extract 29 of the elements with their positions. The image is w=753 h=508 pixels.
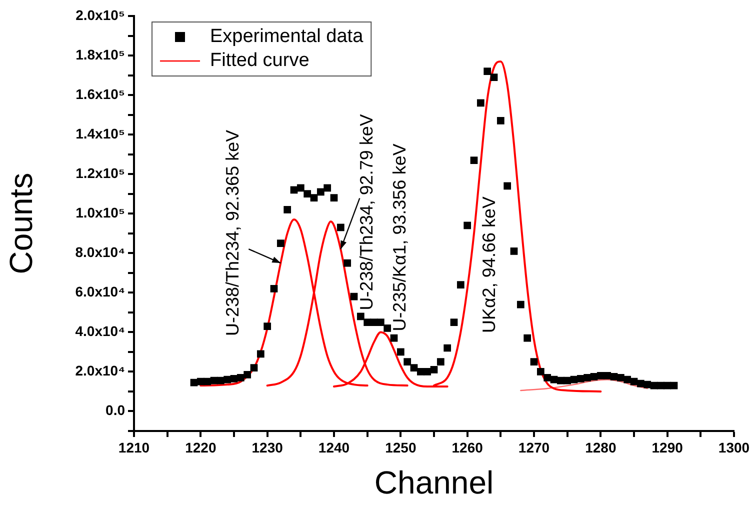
annotation: UKα2, 94.66 keV: [478, 196, 499, 333]
x-tick-label: 1230: [252, 439, 284, 456]
x-axis-title: Channel: [374, 464, 494, 501]
y-tick-label: 1.4x10⁵: [76, 125, 125, 142]
y-tick-label: 1.0x10⁵: [76, 204, 125, 220]
legend-label: Experimental data: [210, 26, 364, 48]
y-tick-label: 4.0x10⁴: [75, 323, 126, 340]
annotation: U-235/Kα1, 93.356 keV: [390, 144, 410, 332]
x-tick-label: 1220: [185, 439, 216, 456]
x-tick-label: 1270: [518, 439, 550, 456]
annotation: U-238/Th234, 92.79 keV: [356, 114, 377, 310]
legend-label: Fitted curve: [210, 50, 310, 72]
x-tick-label: 1210: [118, 439, 150, 456]
x-tick-label: 1250: [385, 439, 416, 456]
y-axis-title: Counts: [3, 172, 40, 274]
x-tick-label: 1300: [718, 439, 750, 456]
y-tick-label: 1.2x10⁵: [76, 164, 125, 181]
x-tick-label: 1290: [652, 439, 684, 456]
x-tick-label: 1240: [318, 439, 350, 456]
y-tick-label: 0.0: [106, 402, 126, 418]
x-tick-label: 1280: [585, 439, 616, 456]
y-tick-label: 2.0x10⁵: [76, 6, 125, 23]
y-tick-label: 2.0x10⁴: [75, 362, 126, 379]
y-tick-label: 8.0x10⁴: [75, 244, 126, 260]
x-tick-label: 1260: [452, 439, 484, 456]
annotation: U-238/Th234, 92.365 keV: [222, 130, 243, 336]
y-tick-label: 1.8x10⁵: [76, 46, 125, 62]
y-tick-label: 1.6x10⁵: [76, 86, 125, 102]
y-tick-label: 6.0x10⁴: [75, 284, 126, 300]
